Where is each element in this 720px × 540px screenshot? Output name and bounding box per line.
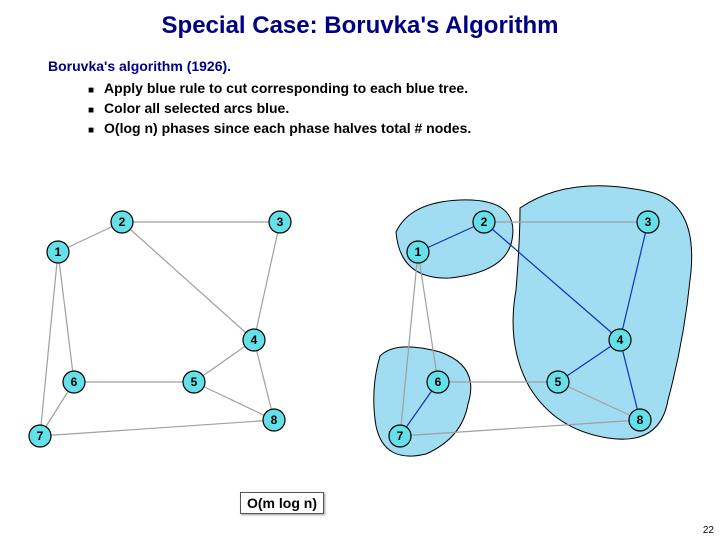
subtitle: Boruvka's algorithm (1926). — [48, 58, 720, 74]
bullet-text: O(log n) phases since each phase halves … — [104, 120, 471, 136]
bullet-item: ■ Apply blue rule to cut corresponding t… — [88, 80, 720, 96]
svg-text:7: 7 — [397, 429, 404, 443]
svg-text:8: 8 — [271, 413, 278, 427]
svg-text:1: 1 — [415, 245, 422, 259]
svg-text:2: 2 — [481, 215, 488, 229]
svg-text:4: 4 — [617, 333, 624, 347]
svg-text:6: 6 — [435, 375, 442, 389]
graph-diagram: 1 2 3 4 5 6 7 8 1 2 3 4 5 6 7 8 — [0, 180, 720, 490]
bullet-item: ■ O(log n) phases since each phase halve… — [88, 120, 720, 136]
bullet-item: ■ Color all selected arcs blue. — [88, 100, 720, 116]
bullet-text: Color all selected arcs blue. — [104, 100, 289, 116]
svg-text:5: 5 — [191, 375, 198, 389]
svg-text:3: 3 — [277, 215, 284, 229]
svg-text:6: 6 — [71, 375, 78, 389]
bullet-icon: ■ — [88, 85, 94, 96]
svg-text:1: 1 — [55, 245, 62, 259]
page-title: Special Case: Boruvka's Algorithm — [0, 0, 720, 40]
bullet-text: Apply blue rule to cut corresponding to … — [104, 80, 468, 96]
svg-text:5: 5 — [555, 375, 562, 389]
svg-text:7: 7 — [37, 429, 44, 443]
bullet-icon: ■ — [88, 105, 94, 116]
svg-text:2: 2 — [119, 215, 126, 229]
complexity-label: O(m log n) — [240, 492, 324, 514]
svg-text:4: 4 — [251, 333, 258, 347]
diagram-area: 1 2 3 4 5 6 7 8 1 2 3 4 5 6 7 8 — [0, 180, 720, 490]
bullet-list: ■ Apply blue rule to cut corresponding t… — [88, 80, 720, 136]
page-number: 22 — [703, 525, 714, 536]
svg-text:8: 8 — [637, 413, 644, 427]
svg-text:3: 3 — [645, 215, 652, 229]
bullet-icon: ■ — [88, 125, 94, 136]
